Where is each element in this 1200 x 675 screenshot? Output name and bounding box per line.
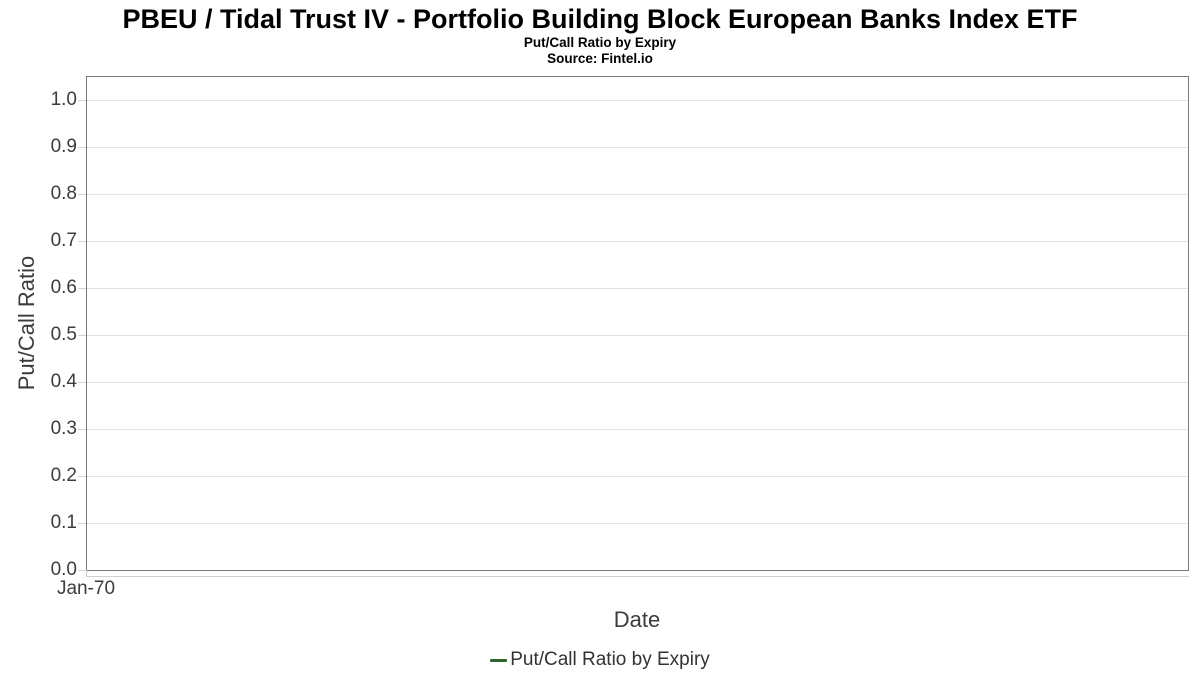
y-tick: [78, 570, 86, 571]
y-tick-label: 0.8: [50, 183, 77, 204]
y-tick: [78, 523, 86, 524]
chart-title: PBEU / Tidal Trust IV - Portfolio Buildi…: [122, 4, 1078, 34]
chart-subtitle: Put/Call Ratio by Expiry: [523, 35, 677, 50]
plot-area: [86, 76, 1189, 571]
x-axis-line: [86, 576, 1189, 577]
y-gridline: [87, 476, 1188, 477]
y-gridline: [87, 147, 1188, 148]
x-tick: [86, 570, 87, 577]
legend[interactable]: Put/Call Ratio by Expiry: [0, 648, 1200, 672]
y-tick-label: 0.3: [50, 418, 77, 439]
y-gridline: [87, 429, 1188, 430]
y-gridline: [87, 194, 1188, 195]
y-tick: [78, 476, 86, 477]
y-gridline: [87, 382, 1188, 383]
y-tick-label: 0.1: [50, 512, 77, 533]
y-tick-label: 0.2: [50, 465, 77, 486]
y-tick-label: 0.7: [50, 230, 77, 251]
y-tick: [78, 288, 86, 289]
y-tick-label: 1.0: [50, 89, 77, 110]
y-tick-label: 0.9: [50, 136, 77, 157]
y-tick: [78, 241, 86, 242]
y-tick: [78, 335, 86, 336]
y-axis-title: Put/Call Ratio: [14, 255, 39, 391]
y-tick: [78, 147, 86, 148]
y-tick: [78, 194, 86, 195]
y-gridline: [87, 523, 1188, 524]
y-tick: [78, 429, 86, 430]
y-gridline: [87, 335, 1188, 336]
y-gridline: [87, 100, 1188, 101]
y-tick-label: 0.5: [50, 324, 77, 345]
x-tick-label: Jan-70: [56, 578, 116, 599]
y-tick-label: 0.6: [50, 277, 77, 298]
legend-line-marker: [490, 658, 508, 662]
y-tick: [78, 382, 86, 383]
chart-source: Source: Fintel.io: [547, 51, 653, 66]
x-axis-title: Date: [613, 607, 661, 632]
legend-label: Put/Call Ratio by Expiry: [510, 649, 710, 670]
y-tick: [78, 100, 86, 101]
y-gridline: [87, 241, 1188, 242]
y-tick-label: 0.4: [50, 371, 77, 392]
y-gridline: [87, 288, 1188, 289]
y-tick-label: 0.0: [50, 559, 77, 580]
